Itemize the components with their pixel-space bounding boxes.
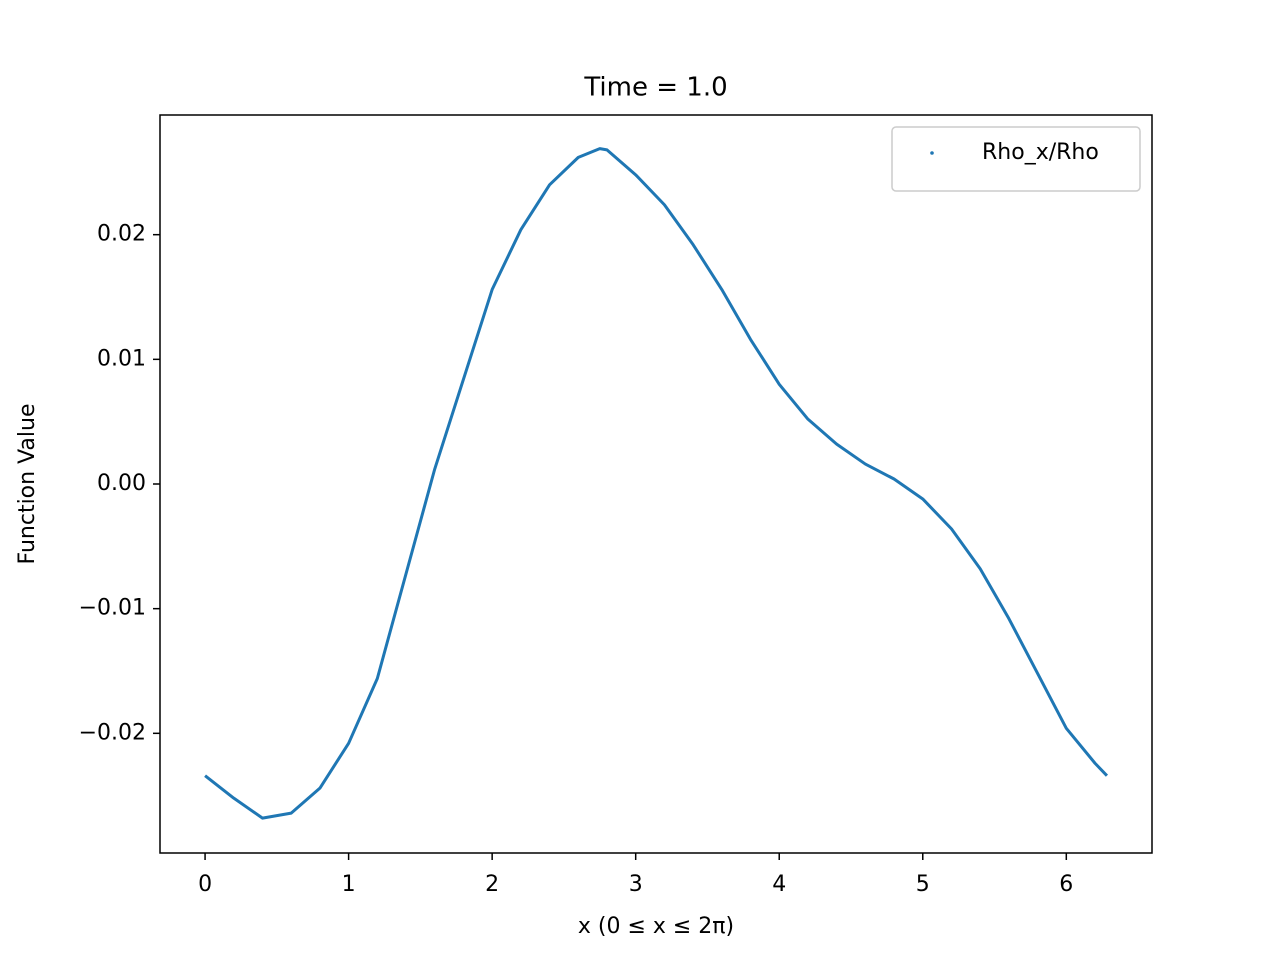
x-axis-label: x (0 ≤ x ≤ 2π) (578, 914, 734, 939)
y-tick-label: 0.02 (97, 222, 146, 247)
y-tick-label: −0.01 (79, 596, 146, 621)
x-tick-label: 2 (485, 872, 499, 897)
y-tick-label: −0.02 (79, 720, 146, 745)
x-tick-label: 5 (916, 872, 930, 897)
legend-box (891, 126, 1141, 192)
y-axis-label: Function Value (15, 404, 40, 565)
x-tick-label: 0 (198, 872, 212, 897)
legend-marker (930, 151, 934, 155)
legend-label: Rho_x/Rho (982, 140, 1099, 165)
y-tick-label: 0.00 (97, 471, 146, 496)
x-tick-label: 1 (342, 872, 356, 897)
chart-title: Time = 1.0 (583, 73, 727, 103)
x-tick-label: 6 (1059, 872, 1073, 897)
x-tick-label: 4 (772, 872, 786, 897)
plot-frame (159, 114, 1153, 854)
x-tick-label: 3 (629, 872, 643, 897)
data-line (204, 147, 1109, 820)
y-tick-label: 0.01 (97, 346, 146, 371)
